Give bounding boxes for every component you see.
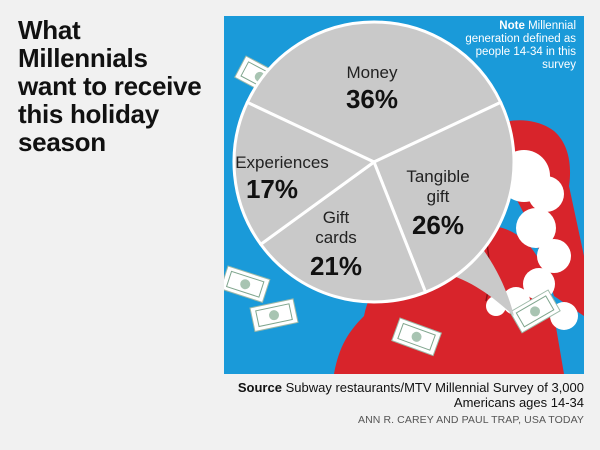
slice-label-gift-cards: Gift cards 21% — [310, 208, 362, 281]
slice-label-money: Money 36% — [346, 63, 398, 114]
dollar-bill-icon — [391, 317, 442, 357]
slice-name-tangible-gift: Tangible gift — [406, 167, 469, 206]
note-label: Note — [499, 20, 525, 32]
credit: ANN R. CAREY AND PAUL TRAP, USA TODAY — [357, 414, 584, 426]
source: Source Subway restaurants/MTV Millennial… — [224, 380, 584, 410]
dollar-bill-icon — [224, 265, 271, 304]
pie-slices — [232, 20, 516, 304]
source-label: Source — [237, 380, 282, 395]
headline: What Millennials want to receive this ho… — [18, 15, 202, 157]
slice-label-experiences: Experiences 17% — [235, 153, 329, 204]
slice-value-tangible-gift: 26% — [412, 210, 464, 240]
pie-slice-gift-cards — [259, 160, 428, 304]
dollar-bill-icon — [509, 289, 561, 334]
slice-value-money: 36% — [346, 84, 398, 114]
source-text: Subway restaurants/MTV Millennial Survey… — [285, 380, 584, 410]
pie-chart: Money 36% Tangible gift 26% Gift cards 21%… — [224, 16, 584, 374]
slice-value-gift-cards: 21% — [310, 251, 362, 281]
infographic-panel: Money 36% Tangible gift 26% Gift cards 21%… — [224, 16, 584, 374]
pie-slice-tangible-gift — [372, 100, 516, 294]
slice-name-gift-cards: Gift cards — [315, 208, 357, 247]
slice-name-money: Money — [346, 63, 398, 82]
note: Note Millennial generation defined as pe… — [446, 20, 576, 72]
pie-slice-experiences — [232, 100, 376, 246]
dollar-bill-icon — [249, 298, 299, 333]
note-text: Millennial generation defined as people … — [465, 20, 576, 71]
pie-slice-money — [245, 20, 503, 164]
slice-name-experiences: Experiences — [235, 153, 329, 172]
slice-value-experiences: 17% — [246, 174, 298, 204]
slice-label-tangible-gift: Tangible gift 26% — [406, 167, 469, 240]
